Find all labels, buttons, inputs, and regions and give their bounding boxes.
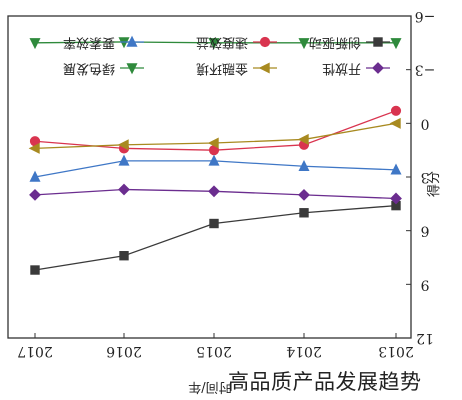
data-point <box>209 218 219 229</box>
data-point <box>29 188 41 201</box>
y-tick-label: 0 <box>421 115 430 131</box>
data-point <box>118 154 130 166</box>
y-tick-label: 12 <box>416 330 434 346</box>
legend-marker <box>126 35 138 47</box>
legend-label: 速度效益 <box>196 35 248 51</box>
data-point <box>29 170 41 182</box>
data-point <box>298 38 310 50</box>
data-point <box>390 105 402 116</box>
data-point <box>297 133 309 145</box>
data-point <box>29 38 41 50</box>
legend-label: 要素效率 <box>63 35 115 51</box>
x-axis-label: 时间/年 <box>188 379 231 394</box>
legend-label: 金融环境 <box>196 61 248 77</box>
x-tick-label: 2015 <box>196 343 232 359</box>
legend-marker <box>373 37 383 47</box>
x-tick-label: 2014 <box>286 343 322 359</box>
data-point <box>119 251 129 261</box>
y-tick-label: −6 <box>415 8 436 24</box>
x-tick-label: 2013 <box>378 343 414 359</box>
x-tick-label: 2016 <box>106 343 142 359</box>
data-point <box>298 159 310 171</box>
caption: 高品质产品发展趋势 <box>228 370 422 394</box>
data-point <box>389 117 401 129</box>
legend-marker <box>259 36 271 48</box>
legend-marker <box>372 62 384 74</box>
data-point <box>30 265 40 275</box>
legend-label: 绿色发展 <box>63 61 115 77</box>
data-point <box>208 38 220 50</box>
x-tick-label: 2017 <box>17 343 53 359</box>
legend-marker <box>126 63 138 75</box>
series-line <box>34 204 397 271</box>
legend-label: 开放性 <box>322 61 361 76</box>
data-point <box>28 142 40 154</box>
data-point <box>390 38 402 50</box>
data-point <box>208 185 220 198</box>
legend-marker <box>258 62 270 74</box>
y-tick-label: 9 <box>421 276 430 292</box>
y-tick-label: 3 <box>421 169 430 185</box>
legend-label: 创新驱动 <box>309 35 361 51</box>
data-point <box>208 154 220 166</box>
data-point <box>298 188 310 201</box>
data-point <box>390 163 402 175</box>
data-point <box>117 139 129 151</box>
y-tick-label: −3 <box>415 62 436 78</box>
y-axis-label: 得分 <box>426 171 442 197</box>
data-point <box>118 183 130 196</box>
y-tick-label: 6 <box>420 223 429 239</box>
data-point <box>207 137 219 149</box>
data-point <box>299 208 309 218</box>
data-point <box>390 192 402 205</box>
